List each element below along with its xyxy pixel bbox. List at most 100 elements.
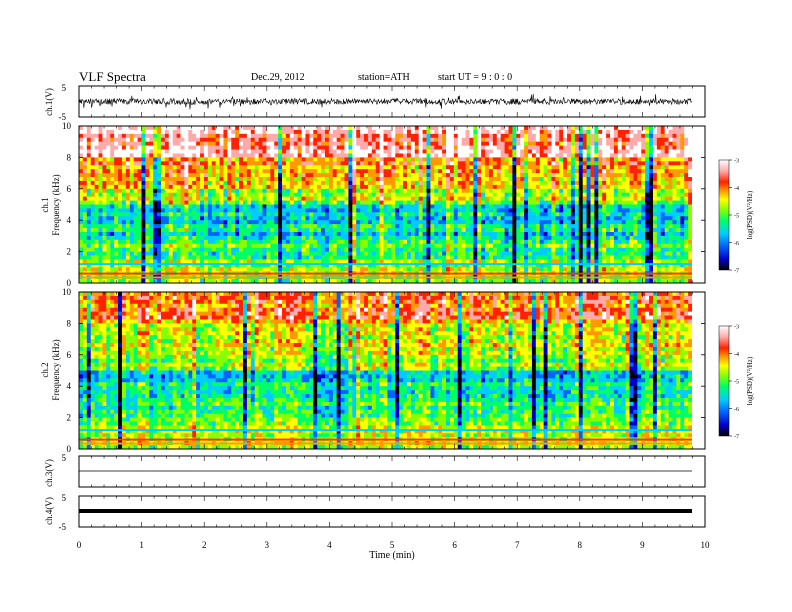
spectrogram-cell (301, 228, 306, 233)
spectrogram-cell (317, 188, 322, 194)
spectrogram-cell (371, 157, 377, 162)
spectrogram-cell (235, 173, 240, 178)
spectrogram-cell (453, 153, 459, 158)
spectrogram-cell (367, 216, 373, 221)
spectrogram-cell (438, 196, 443, 201)
spectrogram-cell (418, 145, 423, 150)
spectrogram-cell (524, 165, 529, 170)
spectrogram-cell (406, 145, 412, 150)
spectrogram-cell (188, 224, 193, 229)
spectrogram-cell (516, 204, 521, 209)
spectrogram-cell (141, 173, 146, 178)
spectrogram-cell (465, 192, 470, 198)
spectrogram-cell (512, 145, 517, 150)
spectrogram-cell (340, 212, 345, 217)
spectrogram-cell (629, 235, 634, 241)
spectrogram-cell (481, 137, 486, 143)
spectrogram-cell (430, 192, 435, 198)
spectrogram-cell (586, 228, 591, 233)
spectrogram-cell (395, 196, 400, 201)
spectrogram-cell (524, 192, 529, 198)
spectrogram-cell (688, 157, 693, 162)
spectrogram-cell (196, 228, 201, 233)
spectrogram-cell (200, 224, 205, 229)
spectrogram-cell (508, 235, 513, 241)
spectrogram-cell (211, 224, 217, 229)
spectrogram-cell (426, 212, 431, 217)
spectrogram-cell (317, 149, 322, 154)
spectrogram-cell (508, 153, 513, 158)
spectrogram-cell (485, 161, 490, 166)
spectrogram-cell (180, 169, 185, 174)
spectrogram-cell (379, 247, 384, 253)
spectrogram-cell (477, 169, 482, 174)
spectrogram-cell (98, 173, 103, 178)
spectrogram-cell (524, 157, 529, 162)
spectrogram-cell (414, 220, 420, 225)
spectrogram-cell (262, 180, 267, 186)
spectrogram-cell (426, 192, 431, 198)
spectrogram-cell (555, 149, 560, 154)
spectrogram-cell (656, 220, 662, 225)
spectrogram-cell (551, 239, 556, 245)
spectrogram-cell (395, 184, 400, 190)
spectrogram-cell (535, 129, 541, 135)
spectrogram-cell (403, 141, 408, 147)
spectrogram-cell (176, 192, 181, 198)
spectrogram-cell (512, 239, 517, 245)
spectrogram-cell (141, 188, 146, 194)
spectrogram-cell (613, 235, 619, 241)
spectrogram-cell (356, 177, 361, 182)
spectrogram-cell (118, 184, 123, 190)
spectrogram-cell (356, 208, 361, 213)
spectrogram-cell (606, 243, 611, 249)
spectrogram-cell (129, 129, 135, 135)
spectrogram-cell (367, 145, 373, 150)
spectrogram-cell (496, 224, 502, 229)
spectrogram-cell (621, 126, 627, 131)
spectrogram-cell (547, 173, 552, 178)
spectrogram-cell (563, 184, 568, 190)
spectrogram-cell (324, 243, 330, 249)
spectrogram-cell (617, 243, 623, 249)
spectrogram-cell (449, 192, 455, 198)
spectrogram-cell (434, 224, 439, 229)
spectrogram-cell (285, 141, 291, 147)
spectrogram-cell (422, 141, 427, 147)
spectrogram-cell (414, 177, 420, 182)
spectrogram-cell (79, 137, 84, 143)
spectrogram-cell (676, 196, 681, 201)
spectrogram-cell (379, 196, 384, 201)
spectrogram-cell (168, 231, 174, 237)
spectrogram-cell (285, 192, 291, 198)
spectrogram-cell (141, 247, 146, 253)
spectrogram-cell (231, 165, 236, 170)
spectrogram-cell (422, 208, 427, 213)
spectrogram-cell (559, 173, 564, 178)
spectrogram-cell (672, 192, 677, 198)
spectrogram-cell (274, 216, 279, 221)
spectrogram-cell (125, 137, 131, 143)
spectrogram-cell (649, 157, 654, 162)
spectrogram-cell (633, 173, 638, 178)
spectrogram-cell (102, 149, 107, 154)
spectrogram-cell (149, 157, 154, 162)
spectrogram-cell (250, 224, 256, 229)
spectrogram-cell (125, 231, 131, 237)
spectrogram-cell (242, 149, 248, 154)
spectrogram-cell (149, 145, 154, 150)
spectrogram-cell (82, 208, 88, 213)
spectrogram-cell (196, 192, 201, 198)
spectrogram-cell (449, 133, 455, 139)
spectrogram-cell (684, 228, 689, 233)
spectrogram-cell (453, 177, 459, 182)
spectrogram-cell (145, 161, 150, 166)
spectrogram-cell (649, 231, 654, 237)
spectrogram-cell (625, 204, 630, 209)
spectrogram-cell (387, 239, 392, 245)
spectrogram-cell (121, 149, 127, 154)
spectrogram-cell (375, 204, 381, 209)
spectrogram-cell (149, 212, 154, 217)
spectrogram-cell (297, 228, 302, 233)
spectrogram-cell (594, 133, 599, 139)
